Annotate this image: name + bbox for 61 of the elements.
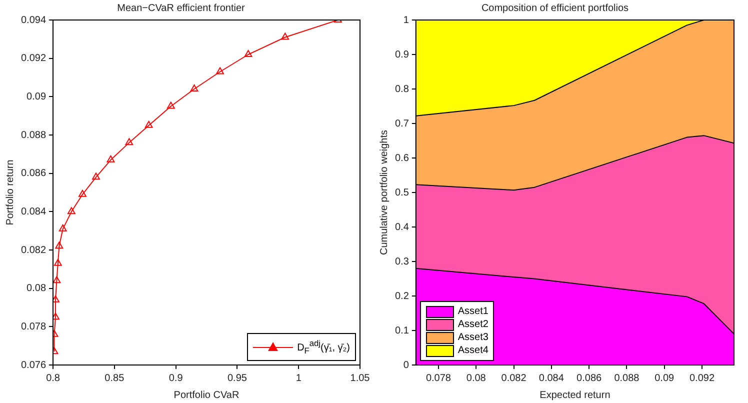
x-tick-label: 0.85 bbox=[104, 372, 125, 384]
y-tick-label: 0.2 bbox=[394, 290, 410, 302]
chart-title: Mean−CVaR efficient frontier bbox=[117, 2, 246, 14]
x-tick-label: 0.8 bbox=[46, 372, 60, 384]
y-tick-label: 0.082 bbox=[20, 244, 46, 256]
point bbox=[166, 102, 175, 109]
y-tick-label: 0.7 bbox=[394, 118, 410, 130]
y-tick-label: 0.078 bbox=[20, 321, 46, 332]
point bbox=[281, 32, 290, 40]
legend-label: Asset3 bbox=[458, 331, 488, 344]
x-axis-title: Expected return bbox=[540, 390, 610, 401]
point bbox=[92, 172, 100, 180]
point bbox=[216, 67, 224, 74]
y-axis-title: Cumulative portfolio weights bbox=[378, 130, 390, 256]
x-tick-label: 1.05 bbox=[350, 372, 370, 384]
y-axis-title: Portfolio return bbox=[4, 160, 16, 226]
point bbox=[78, 190, 86, 197]
point bbox=[67, 207, 76, 214]
point bbox=[53, 276, 61, 284]
point bbox=[190, 84, 198, 92]
x-tick-label: 0.082 bbox=[501, 372, 527, 384]
x-tick-label: 0.092 bbox=[689, 372, 715, 384]
y-tick-label: 0.088 bbox=[20, 130, 46, 141]
y-tick-label: 0.076 bbox=[20, 360, 46, 371]
y-tick-label: 0.094 bbox=[20, 14, 46, 26]
x-tick-label: 0.088 bbox=[614, 372, 640, 384]
y-tick-label: 0.4 bbox=[394, 222, 410, 233]
y-tick-label: 0.5 bbox=[394, 187, 410, 198]
y-tick-label: 0.084 bbox=[20, 206, 46, 218]
legend-label: Asset2 bbox=[458, 318, 488, 331]
y-tick-label: 0.3 bbox=[394, 256, 410, 268]
y-tick-label: 0.6 bbox=[394, 152, 410, 164]
point bbox=[125, 138, 134, 146]
y-tick-label: 1 bbox=[403, 14, 410, 26]
legend-label: Asset4 bbox=[458, 344, 488, 357]
y-tick-label: 0 bbox=[403, 360, 410, 371]
y-tick-label: 0.08 bbox=[26, 283, 46, 294]
x-tick-label: 1 bbox=[296, 372, 302, 384]
y-tick-label: 0.8 bbox=[394, 84, 410, 95]
point bbox=[244, 50, 252, 57]
x-tick-label: 0.9 bbox=[168, 372, 184, 384]
point bbox=[58, 224, 67, 232]
chart-title: Composition of efficient portfolios bbox=[481, 2, 629, 14]
legend-label: Asset1 bbox=[458, 305, 488, 318]
legend-label: D$_{F}$$^{adj}$(γ̄₁, γ̄₂) bbox=[297, 336, 350, 357]
point bbox=[55, 242, 64, 249]
x-tick-label: 0.09 bbox=[654, 372, 675, 384]
point bbox=[54, 258, 62, 266]
x-tick-label: 0.084 bbox=[538, 372, 564, 384]
y-tick-label: 0.092 bbox=[20, 53, 46, 64]
x-axis-title: Portfolio CVaR bbox=[174, 390, 240, 401]
point bbox=[106, 155, 115, 162]
x-tick-label: 0.08 bbox=[466, 372, 486, 384]
x-tick-label: 0.95 bbox=[227, 372, 248, 384]
y-tick-label: 0.1 bbox=[394, 325, 410, 336]
x-tick-label: 0.078 bbox=[426, 372, 452, 384]
y-tick-label: 0.9 bbox=[394, 49, 410, 60]
y-tick-label: 0.086 bbox=[20, 168, 46, 180]
point bbox=[144, 120, 153, 128]
y-tick-label: 0.09 bbox=[26, 91, 46, 102]
x-tick-label: 0.086 bbox=[576, 372, 602, 384]
